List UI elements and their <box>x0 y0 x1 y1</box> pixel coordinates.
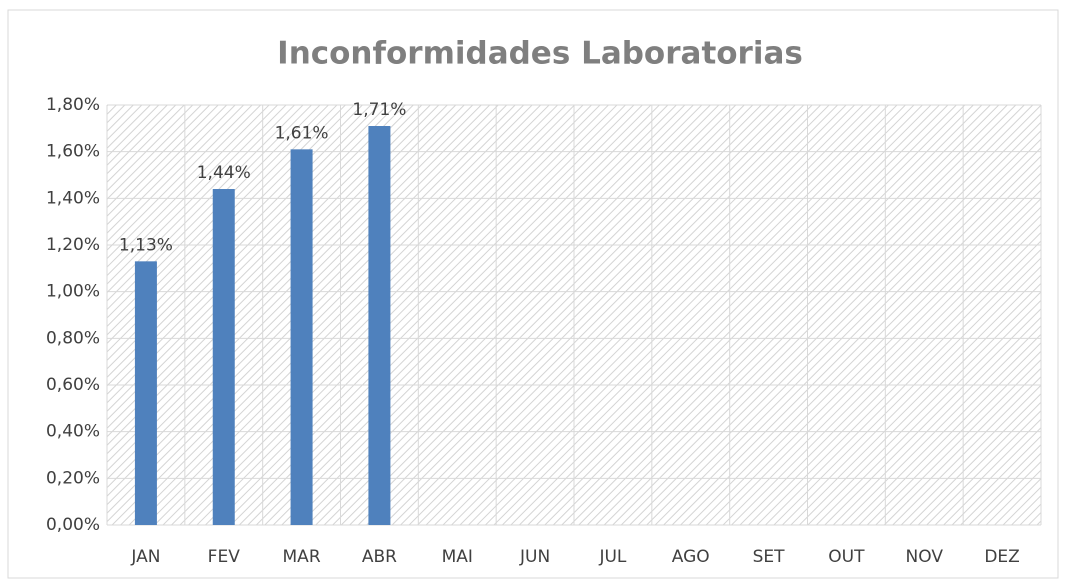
x-tick-label: JUN <box>519 547 550 567</box>
y-tick-label: 1,00% <box>46 282 100 302</box>
chart-title: Inconformidades Laboratorias <box>277 36 803 72</box>
x-tick-label: SET <box>753 547 786 567</box>
data-label: 1,44% <box>197 163 251 183</box>
y-tick-label: 0,20% <box>46 468 100 488</box>
x-tick-label: JUL <box>598 547 626 567</box>
x-tick-label: AGO <box>672 547 710 567</box>
y-tick-label: 1,20% <box>46 235 100 255</box>
x-tick-label: ABR <box>362 547 397 567</box>
y-tick-label: 1,40% <box>46 188 100 208</box>
data-label: 1,61% <box>275 123 329 143</box>
bar <box>212 189 235 525</box>
y-tick-label: 0,60% <box>46 375 100 395</box>
y-tick-label: 0,40% <box>46 422 100 442</box>
x-tick-label: DEZ <box>984 547 1019 567</box>
bar <box>368 126 391 525</box>
y-tick-label: 0,00% <box>46 515 100 535</box>
y-tick-label: 1,80% <box>46 95 100 115</box>
y-tick-label: 0,80% <box>46 328 100 348</box>
data-label: 1,13% <box>119 235 173 255</box>
y-tick-label: 1,60% <box>46 142 100 162</box>
x-tick-label: JAN <box>130 547 160 567</box>
x-tick-label: NOV <box>906 547 944 567</box>
data-label: 1,71% <box>352 100 406 120</box>
x-tick-label: MAR <box>283 547 321 567</box>
bar <box>134 261 157 525</box>
x-tick-label: FEV <box>208 547 241 567</box>
x-tick-label: OUT <box>828 547 865 567</box>
x-tick-label: MAI <box>442 547 473 567</box>
bar <box>290 149 313 526</box>
